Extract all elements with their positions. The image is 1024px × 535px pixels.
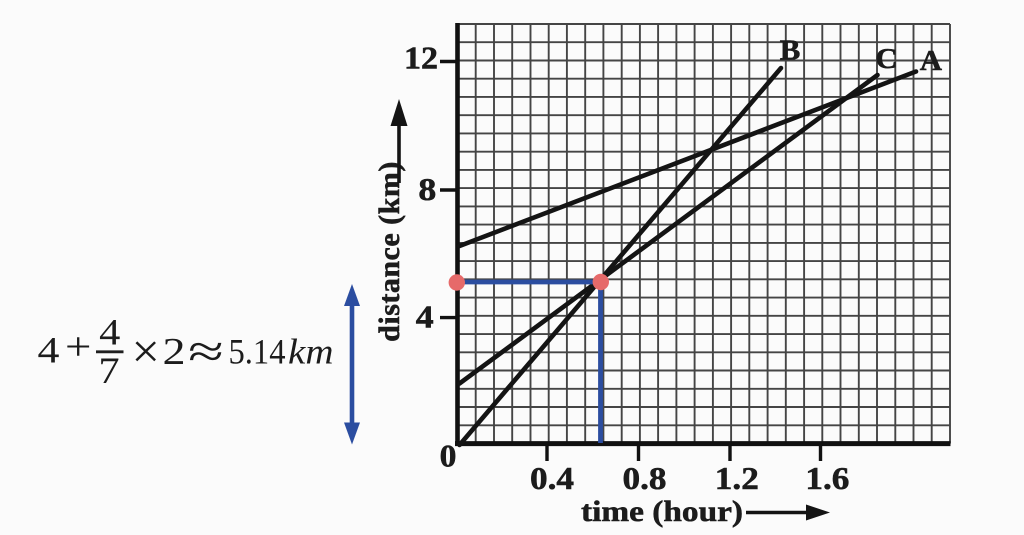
svg-text:+: + — [65, 325, 91, 369]
svg-text:km: km — [288, 332, 334, 372]
svg-text:1.6: 1.6 — [805, 461, 849, 496]
svg-text:distance (km): distance (km) — [373, 161, 406, 342]
svg-text:B: B — [780, 34, 801, 66]
svg-text:×: × — [131, 324, 159, 378]
svg-text:8: 8 — [418, 173, 436, 208]
svg-text:7: 7 — [98, 350, 119, 392]
svg-text:time (hour): time (hour) — [581, 495, 743, 528]
svg-text:4: 4 — [416, 300, 434, 335]
svg-text:2: 2 — [163, 331, 186, 373]
svg-text:4: 4 — [99, 311, 120, 353]
svg-text:A: A — [920, 45, 943, 77]
svg-text:1.2: 1.2 — [715, 461, 759, 496]
svg-text:5.14: 5.14 — [229, 332, 286, 372]
svg-text:4: 4 — [38, 330, 60, 371]
svg-text:12: 12 — [404, 40, 438, 76]
svg-text:≈: ≈ — [188, 326, 224, 377]
svg-text:0.4: 0.4 — [530, 461, 574, 496]
svg-text:0.8: 0.8 — [623, 461, 667, 496]
svg-text:0: 0 — [440, 439, 457, 474]
svg-text:C: C — [875, 43, 897, 75]
